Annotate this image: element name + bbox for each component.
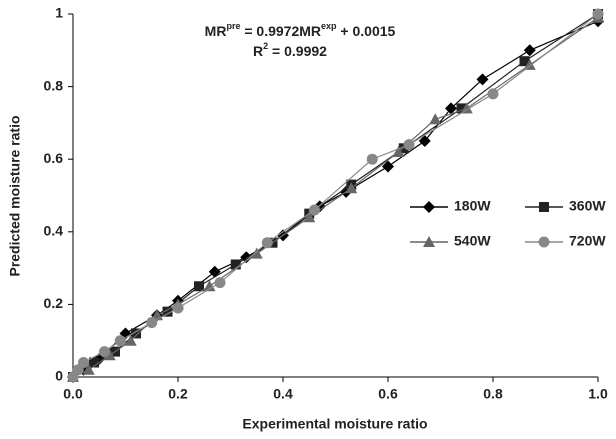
- marker: [162, 306, 173, 317]
- marker: [214, 277, 226, 289]
- marker: [230, 259, 241, 270]
- marker: [124, 334, 137, 346]
- r2-sup: 2: [263, 41, 268, 51]
- marker: [172, 302, 184, 314]
- marker: [460, 102, 473, 114]
- legend-label: 720W: [569, 233, 606, 249]
- marker: [194, 281, 204, 292]
- marker: [456, 103, 467, 114]
- y-tick-label: 0: [55, 368, 63, 384]
- r2-part: R: [253, 43, 263, 59]
- marker: [114, 335, 126, 347]
- marker: [398, 143, 409, 154]
- eq-sup: pre: [226, 21, 240, 31]
- marker: [366, 153, 378, 165]
- legend-label: 360W: [569, 198, 606, 214]
- y-tick-label: 0.2: [44, 295, 64, 311]
- marker: [303, 211, 316, 223]
- marker: [445, 102, 457, 115]
- marker: [203, 280, 216, 292]
- x-tick-label: 0.0: [63, 386, 83, 402]
- y-tick-label: 0.8: [44, 77, 64, 93]
- marker: [89, 357, 99, 368]
- marker: [523, 58, 536, 70]
- equation: MRpre = 0.9972MRexp + 0.0015: [205, 21, 396, 38]
- marker: [250, 247, 263, 259]
- y-tick-label: 1: [55, 5, 63, 21]
- marker: [487, 88, 499, 100]
- eq-sup: exp: [321, 21, 337, 31]
- legend-marker: [423, 201, 435, 213]
- marker: [99, 346, 110, 358]
- legend-label: 180W: [454, 198, 491, 214]
- marker: [78, 356, 89, 368]
- x-axis-label: Experimental moisture ratio: [242, 416, 427, 432]
- marker: [208, 265, 221, 278]
- marker: [131, 328, 141, 339]
- marker: [429, 113, 442, 125]
- marker: [309, 204, 320, 216]
- marker: [523, 44, 536, 57]
- eq-part: + 0.0015: [337, 23, 396, 39]
- marker: [82, 363, 95, 375]
- marker: [382, 160, 394, 173]
- marker: [146, 317, 158, 329]
- legend-marker: [538, 236, 550, 248]
- x-tick-label: 0.8: [483, 386, 503, 402]
- marker: [345, 182, 358, 194]
- marker: [418, 135, 431, 148]
- x-tick-label: 1.0: [588, 386, 608, 402]
- legend-marker: [423, 236, 435, 247]
- legend-label: 540W: [454, 233, 491, 249]
- legend-marker: [539, 202, 549, 212]
- marker: [592, 8, 604, 20]
- marker: [403, 139, 415, 151]
- x-tick-label: 0.4: [273, 386, 293, 402]
- r-squared: R2 = 0.9992: [253, 41, 327, 58]
- marker: [261, 237, 273, 249]
- y-tick-label: 0.4: [44, 223, 64, 239]
- x-tick-label: 0.6: [378, 386, 398, 402]
- eq-part: = 0.9972MR: [240, 23, 321, 39]
- x-tick-label: 0.2: [168, 386, 188, 402]
- y-tick-label: 0.6: [44, 150, 64, 166]
- marker: [519, 56, 530, 67]
- marker: [392, 145, 405, 157]
- marker: [476, 73, 489, 86]
- marker: [103, 349, 116, 361]
- y-axis-label: Predicted moisture ratio: [7, 115, 23, 276]
- r2-part: = 0.9992: [268, 43, 327, 59]
- eq-part: MR: [205, 23, 227, 39]
